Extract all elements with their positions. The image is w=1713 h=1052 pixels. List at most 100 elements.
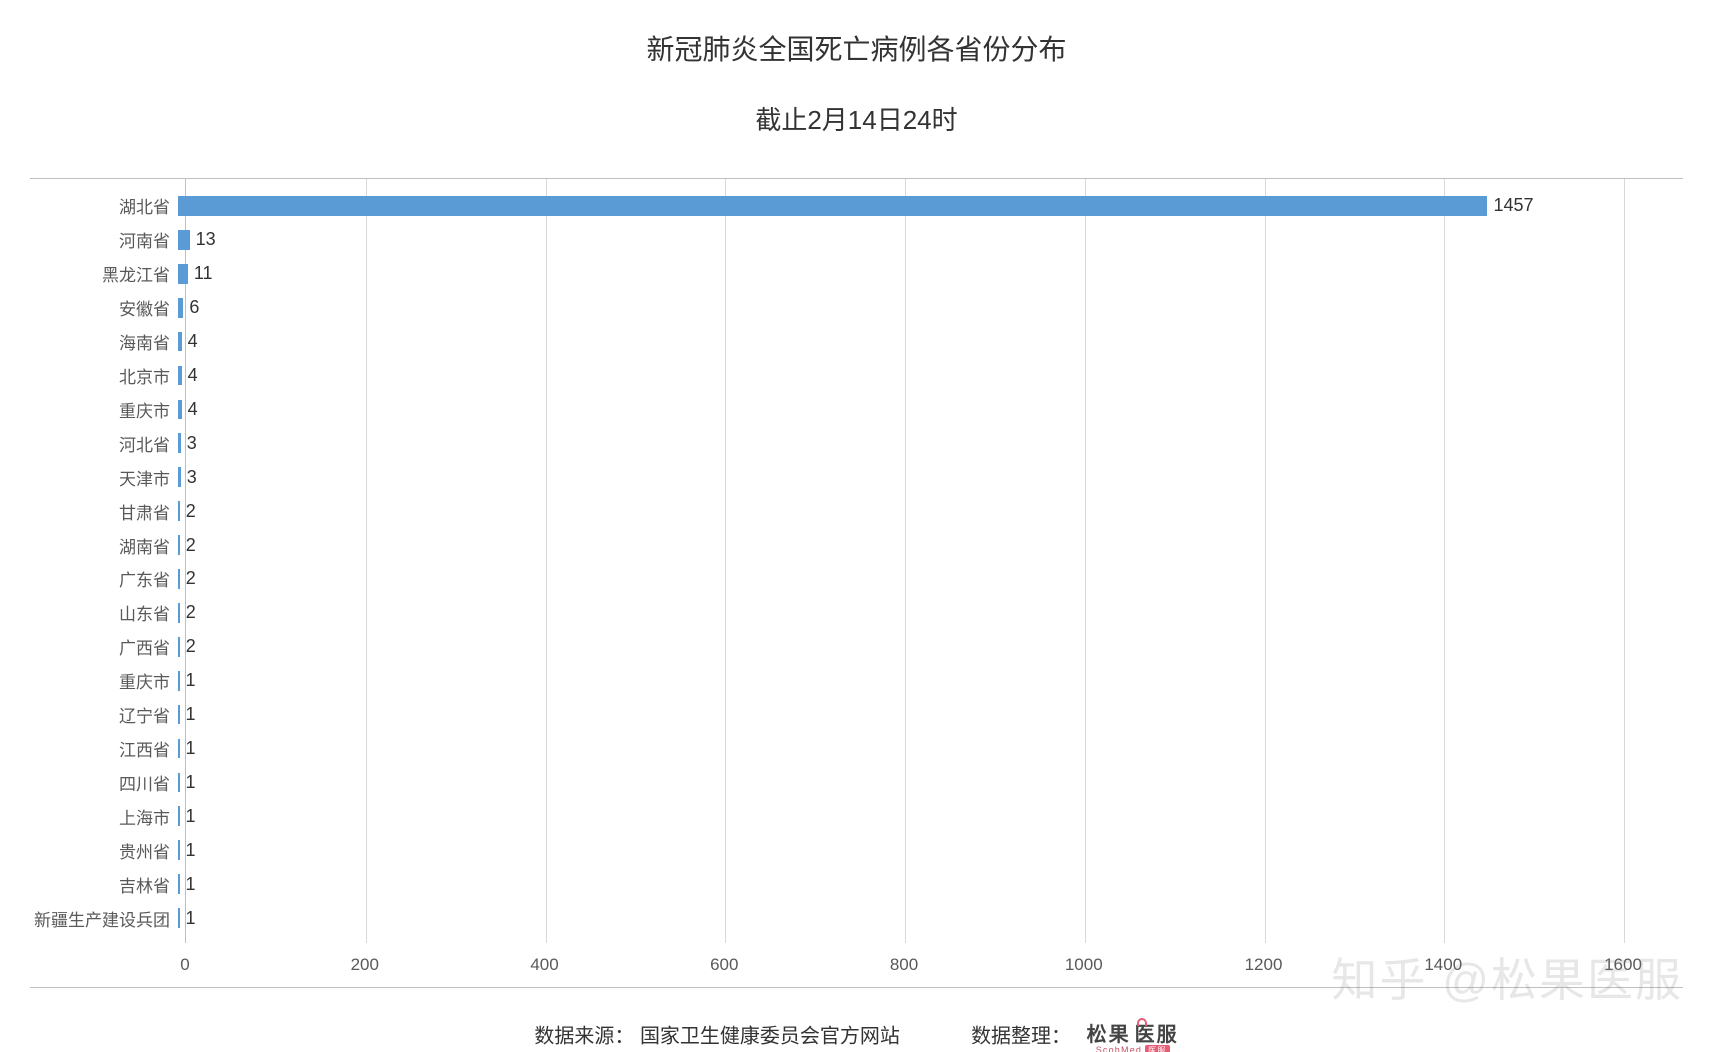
logo-cn-right: 医服 xyxy=(1135,1024,1179,1046)
bar-value-label: 1457 xyxy=(1493,195,1533,216)
bar-wrap: 1 xyxy=(178,901,1623,935)
bar-value-label: 6 xyxy=(189,297,199,318)
bar-wrap: 1 xyxy=(178,799,1623,833)
bar-wrap: 2 xyxy=(178,528,1623,562)
bar-value-label: 2 xyxy=(186,568,196,589)
bar-row: 湖北省 1457 xyxy=(30,189,1623,223)
category-label: 吉林省 xyxy=(30,872,178,897)
bar-row: 湖南省 2 xyxy=(30,528,1623,562)
category-label: 广西省 xyxy=(30,634,178,659)
category-label: 天津市 xyxy=(30,465,178,490)
bar xyxy=(178,501,180,521)
songguo-logo: 松果医服 ScohMed医服 xyxy=(1087,1018,1179,1052)
gridline xyxy=(1624,179,1625,943)
bar-row: 天津市 3 xyxy=(30,460,1623,494)
x-tick-label: 1200 xyxy=(1245,955,1283,975)
bar xyxy=(178,739,180,759)
category-label: 湖北省 xyxy=(30,193,178,218)
bar-row: 重庆市 4 xyxy=(30,392,1623,426)
bar-row: 四川省 1 xyxy=(30,765,1623,799)
bar-value-label: 4 xyxy=(188,365,198,386)
bar-wrap: 1 xyxy=(178,664,1623,698)
bar-value-label: 1 xyxy=(186,738,196,759)
category-label: 安徽省 xyxy=(30,295,178,320)
category-label: 四川省 xyxy=(30,770,178,795)
source-value: 国家卫生健康委员会官方网站 xyxy=(640,1025,900,1047)
bar-value-label: 1 xyxy=(186,772,196,793)
bar xyxy=(178,467,181,487)
bar-wrap: 2 xyxy=(178,630,1623,664)
chart-area: 02004006008001000120014001600湖北省1457河南省1… xyxy=(30,178,1683,988)
bar-wrap: 13 xyxy=(178,223,1623,257)
bar-value-label: 1 xyxy=(186,806,196,827)
bar-wrap: 2 xyxy=(178,562,1623,596)
bar-row: 重庆市 1 xyxy=(30,664,1623,698)
category-label: 河北省 xyxy=(30,431,178,456)
bar-value-label: 1 xyxy=(186,874,196,895)
category-label: 黑龙江省 xyxy=(30,261,178,286)
bar xyxy=(178,840,180,860)
x-tick-label: 400 xyxy=(530,955,558,975)
x-tick-label: 1600 xyxy=(1604,955,1642,975)
category-label: 湖南省 xyxy=(30,533,178,558)
bar xyxy=(178,196,1487,216)
bar-value-label: 2 xyxy=(186,535,196,556)
bar-value-label: 3 xyxy=(187,433,197,454)
bar-value-label: 4 xyxy=(188,399,198,420)
logo-en: ScohMed医服 xyxy=(1087,1045,1179,1052)
chart-footer: 数据来源： 国家卫生健康委员会官方网站 数据整理： 松果医服 ScohMed医服 xyxy=(0,1018,1713,1052)
bar xyxy=(178,332,182,352)
x-tick-label: 1000 xyxy=(1065,955,1103,975)
category-label: 上海市 xyxy=(30,804,178,829)
bar-value-label: 2 xyxy=(186,636,196,657)
category-label: 山东省 xyxy=(30,600,178,625)
bar-row: 安徽省 6 xyxy=(30,291,1623,325)
bar xyxy=(178,400,182,420)
logo-cn-left: 松果 xyxy=(1087,1024,1131,1046)
x-tick-label: 0 xyxy=(180,955,189,975)
bar xyxy=(178,908,180,928)
source-label: 数据来源： xyxy=(534,1025,634,1047)
bar-value-label: 1 xyxy=(186,670,196,691)
bar xyxy=(178,535,180,555)
bar-wrap: 4 xyxy=(178,359,1623,393)
bar-wrap: 1 xyxy=(178,833,1623,867)
bar xyxy=(178,264,188,284)
bar-row: 海南省4 xyxy=(30,325,1623,359)
category-label: 重庆市 xyxy=(30,668,178,693)
category-label: 辽宁省 xyxy=(30,702,178,727)
category-label: 重庆市 xyxy=(30,397,178,422)
bar-value-label: 2 xyxy=(186,602,196,623)
bar xyxy=(178,874,180,894)
chart-subtitle: 截止2月14日24时 xyxy=(0,100,1713,137)
compiled-label: 数据整理： xyxy=(971,1025,1071,1047)
bar-wrap: 11 xyxy=(178,257,1623,291)
bar-row: 河南省 13 xyxy=(30,223,1623,257)
bar-value-label: 3 xyxy=(187,467,197,488)
bar-wrap: 3 xyxy=(178,426,1623,460)
bar-wrap: 4 xyxy=(178,392,1623,426)
bar-value-label: 1 xyxy=(186,840,196,861)
bar-wrap: 2 xyxy=(178,494,1623,528)
bar xyxy=(178,705,180,725)
bar-value-label: 2 xyxy=(186,501,196,522)
bar-wrap: 1 xyxy=(178,867,1623,901)
bar-wrap: 2 xyxy=(178,596,1623,630)
bar-row: 甘肃省2 xyxy=(30,494,1623,528)
category-label: 新疆生产建设兵团 xyxy=(30,906,178,931)
category-label: 贵州省 xyxy=(30,838,178,863)
bar-value-label: 13 xyxy=(196,229,216,250)
bar-wrap: 1457 xyxy=(178,189,1623,223)
bar-wrap: 6 xyxy=(178,291,1623,325)
bar-value-label: 1 xyxy=(186,908,196,929)
bar-row: 辽宁省1 xyxy=(30,698,1623,732)
bar xyxy=(178,806,180,826)
bar xyxy=(178,671,180,691)
bar-row: 江西省1 xyxy=(30,732,1623,766)
bar-row: 北京市4 xyxy=(30,359,1623,393)
bar-value-label: 11 xyxy=(194,263,213,284)
bar-row: 河北省 3 xyxy=(30,426,1623,460)
bar-row: 贵州省 1 xyxy=(30,833,1623,867)
category-label: 河南省 xyxy=(30,227,178,252)
bar-row: 广东省2 xyxy=(30,562,1623,596)
